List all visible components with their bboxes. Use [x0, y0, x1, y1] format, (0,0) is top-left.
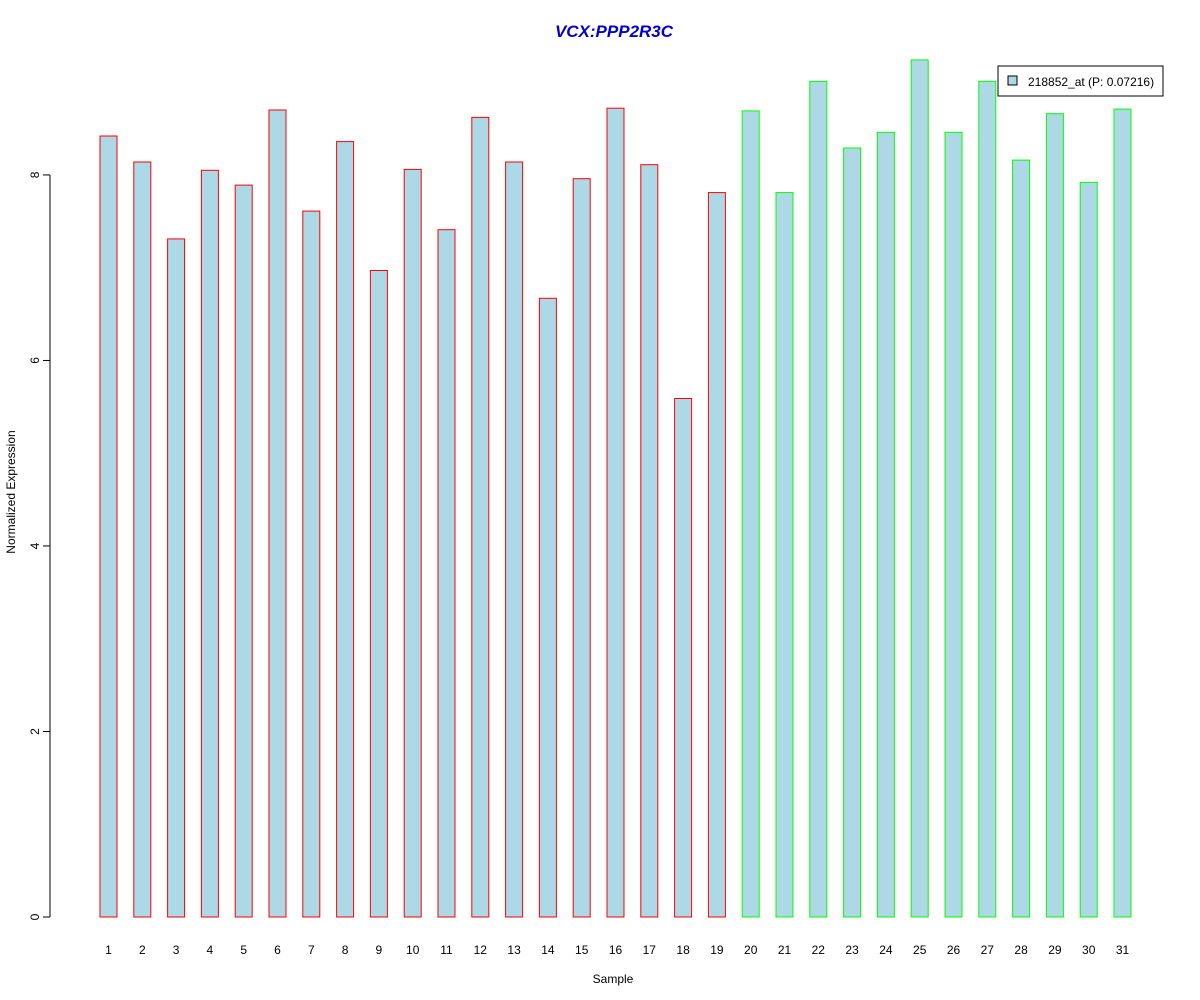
bar-sample-27 [978, 80, 997, 918]
bar-sample-31 [1113, 108, 1132, 918]
bar-sample-6 [268, 109, 287, 918]
x-tick-label: 9 [376, 943, 383, 957]
chart-title: VCX:PPP2R3C [555, 22, 674, 41]
bar-sample-2 [133, 161, 152, 918]
x-tick-label: 15 [575, 943, 589, 957]
x-tick-label: 2 [139, 943, 146, 957]
y-tick-label: 4 [28, 542, 42, 549]
bar-sample-29 [1045, 113, 1064, 918]
bar-sample-24 [876, 131, 895, 918]
bar-sample-28 [1012, 159, 1031, 918]
x-tick-label: 30 [1082, 943, 1096, 957]
bars [99, 59, 1132, 918]
bar-sample-3 [167, 238, 186, 918]
x-tick-label: 31 [1116, 943, 1130, 957]
bar-sample-13 [505, 161, 524, 918]
bar-sample-18 [674, 398, 693, 918]
bar-sample-12 [471, 116, 490, 918]
bar-sample-20 [741, 110, 760, 918]
bar-sample-10 [403, 168, 422, 918]
x-tick-label: 29 [1048, 943, 1062, 957]
y-axis: 0 2 4 6 8 [28, 171, 51, 920]
x-tick-label: 22 [812, 943, 826, 957]
bar-sample-7 [302, 210, 321, 918]
x-tick-label: 20 [744, 943, 758, 957]
x-axis-title: Sample [593, 972, 634, 986]
x-tick-label: 16 [609, 943, 623, 957]
bar-sample-17 [640, 164, 659, 918]
x-tick-label: 24 [879, 943, 893, 957]
x-tick-label: 14 [541, 943, 555, 957]
x-tick-label: 8 [342, 943, 349, 957]
x-tick-label: 11 [440, 943, 453, 957]
x-tick-label: 3 [173, 943, 180, 957]
x-tick-label: 21 [778, 943, 792, 957]
x-tick-label: 1 [105, 943, 112, 957]
y-tick-label: 2 [28, 728, 42, 735]
bar-sample-15 [572, 178, 591, 918]
x-tick-label: 6 [274, 943, 281, 957]
x-tick-label: 26 [947, 943, 961, 957]
y-axis-title: Normalized Expression [4, 430, 18, 553]
bar-sample-21 [775, 192, 794, 918]
bar-sample-25 [910, 59, 929, 918]
bar-sample-5 [234, 184, 253, 918]
x-tick-label: 5 [240, 943, 247, 957]
x-tick-label: 18 [676, 943, 690, 957]
bar-sample-16 [606, 107, 625, 918]
y-tick-label: 0 [28, 913, 42, 920]
bar-sample-8 [336, 141, 355, 918]
x-tick-label: 25 [913, 943, 927, 957]
x-tick-label: 17 [643, 943, 657, 957]
legend-box [997, 65, 1164, 97]
legend-swatch [1007, 75, 1018, 86]
x-tick-label: 27 [981, 943, 995, 957]
bar-sample-30 [1079, 181, 1098, 918]
x-tick-label: 4 [207, 943, 214, 957]
legend: 218852_at (P: 0.07216) [997, 65, 1164, 97]
x-tick-label: 19 [710, 943, 724, 957]
y-tick-label: 8 [28, 171, 42, 178]
x-tick-label: 28 [1014, 943, 1028, 957]
bar-sample-1 [99, 135, 118, 918]
bar-sample-22 [809, 80, 828, 918]
bar-sample-14 [538, 297, 557, 918]
bar-sample-23 [843, 147, 862, 918]
bar-sample-4 [200, 169, 219, 918]
y-tick-label: 6 [28, 357, 42, 364]
x-tick-label: 10 [406, 943, 420, 957]
x-tick-labels: 1 2 3 4 5 6 7 8 9 10 11 12 13 14 15 16 17 18 19 20 21 22 23 24 2… [105, 943, 1129, 957]
bar-sample-9 [369, 270, 388, 918]
legend-label: 218852_at (P: 0.07216) [1028, 75, 1154, 89]
x-tick-label: 23 [845, 943, 859, 957]
x-tick-label: 13 [507, 943, 521, 957]
bar-sample-11 [437, 229, 456, 918]
x-tick-label: 12 [474, 943, 488, 957]
bar-sample-26 [944, 131, 963, 918]
x-tick-label: 7 [308, 943, 315, 957]
bar-sample-19 [707, 192, 726, 918]
